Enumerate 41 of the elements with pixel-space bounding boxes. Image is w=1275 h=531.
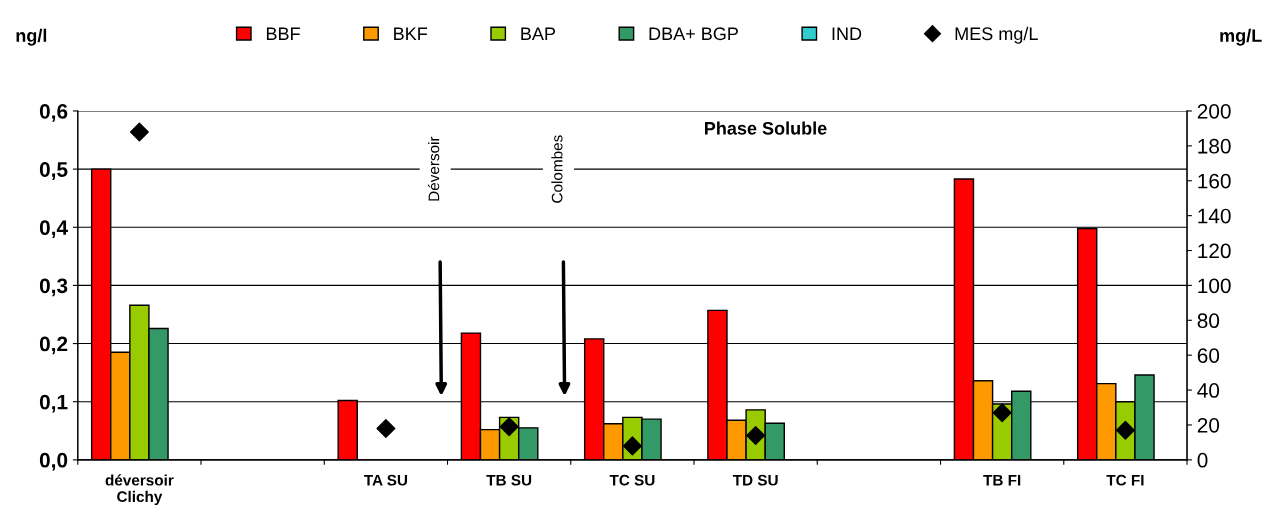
point	[1115, 420, 1135, 440]
y2-tick-label: 100	[1198, 278, 1231, 294]
point	[129, 122, 149, 142]
y2-tick-label: 40	[1197, 383, 1220, 398]
legend-label: IND	[832, 27, 862, 40]
y2-tick-label: 20	[1197, 417, 1220, 433]
y2-tick-label: 120	[1198, 243, 1231, 259]
y2-tick-label: 160	[1198, 173, 1231, 189]
x-tick-label: TA SU	[364, 474, 408, 486]
y2-tick-label: 80	[1197, 313, 1220, 329]
x-tick-label: TC FI	[1106, 474, 1144, 486]
y-tick-label: 0,2	[39, 336, 68, 355]
y-axis-title: ng/l	[16, 28, 47, 46]
point	[376, 418, 396, 438]
x-tick-label: déversoir Clichy	[105, 474, 174, 506]
legend-label: BBF	[266, 27, 300, 40]
x-tick-label: TB SU	[486, 474, 532, 486]
y2-axis-title: mg/L	[1220, 28, 1262, 46]
x-tick-label: TC SU	[609, 474, 655, 486]
y2-tick-label: 140	[1198, 208, 1231, 224]
y2-tick-label: 0	[1197, 452, 1208, 468]
point	[992, 403, 1012, 423]
x-tick-label: TB FI	[983, 474, 1021, 486]
y2-tick-label: 200	[1197, 103, 1231, 119]
x-tick-label: TD SU	[732, 474, 778, 486]
legend-label: MES mg/L	[955, 26, 1038, 44]
legend-label: BKF	[394, 27, 428, 40]
y-tick-label: 0,5	[39, 162, 68, 180]
y-tick-label: 0,6	[39, 103, 68, 122]
y-tick-label: 0,4	[39, 220, 68, 239]
point	[499, 417, 519, 437]
legend-label: BAP	[521, 27, 556, 40]
y2-tick-label: 180	[1198, 138, 1231, 154]
legend-label: DBA+ BGP	[649, 27, 738, 41]
y-tick-label: 0,1	[39, 394, 68, 413]
chart-title: Phase Soluble	[705, 121, 827, 135]
y2-tick-label: 60	[1197, 348, 1220, 363]
y-tick-label: 0,3	[39, 278, 68, 297]
annotation: Déversoir	[427, 136, 440, 201]
y-tick-label: 0,0	[39, 452, 68, 471]
annotation: Colombes	[551, 135, 563, 203]
